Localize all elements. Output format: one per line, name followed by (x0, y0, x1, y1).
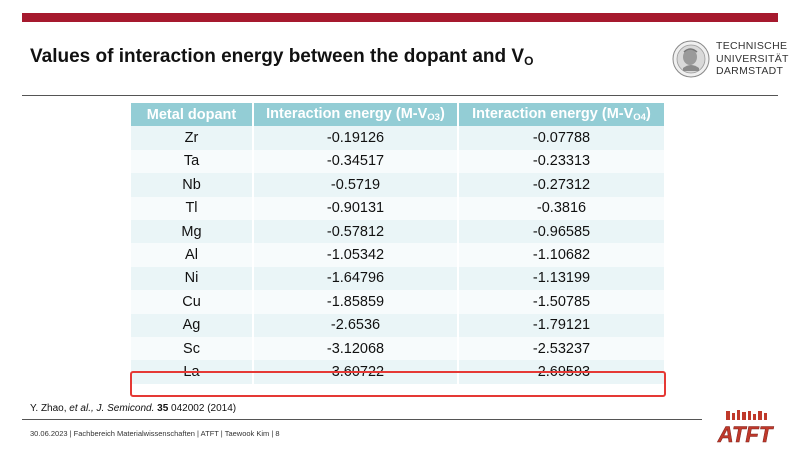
cell-energy-o3: -1.64796 (253, 266, 459, 291)
table-row: Sc -3.12068 -2.53237 (131, 336, 664, 361)
cell-dopant: Tl (131, 196, 254, 220)
footer-divider (22, 419, 702, 420)
cell-energy-o3: -0.90131 (253, 196, 459, 220)
header-energy-o4: Interaction energy (M-VO4) (458, 103, 664, 127)
highlight-box (130, 371, 666, 397)
table-row: Zr -0.19126 -0.07788 (131, 126, 664, 150)
cell-energy-o4: -0.3816 (458, 196, 664, 220)
cell-energy-o3: -0.34517 (253, 149, 459, 174)
cell-energy-o4: -1.13199 (458, 266, 664, 291)
top-accent-bar (22, 13, 778, 22)
cell-energy-o3: -0.19126 (253, 126, 459, 150)
cell-energy-o3: -0.57812 (253, 219, 459, 244)
tu-logo-text: TECHNISCHE UNIVERSITÄT DARMSTADT (716, 40, 789, 77)
citation: Y. Zhao, et al., J. Semicond. 35 042002 … (30, 403, 237, 414)
cell-dopant: Ta (131, 149, 254, 174)
cell-energy-o3: -1.85859 (253, 290, 459, 314)
cell-energy-o3: -2.6536 (253, 313, 459, 337)
cell-dopant: Al (131, 243, 254, 267)
cell-energy-o4: -1.79121 (458, 313, 664, 337)
table-row: Cu -1.85859 -1.50785 (131, 290, 664, 314)
cell-energy-o4: -0.23313 (458, 149, 664, 174)
tu-darmstadt-logo: TECHNISCHE UNIVERSITÄT DARMSTADT (672, 36, 789, 82)
cell-energy-o4: -1.50785 (458, 290, 664, 314)
table-row: Ag -2.6536 -1.79121 (131, 313, 664, 337)
cell-dopant: Ag (131, 313, 254, 337)
cell-dopant: Ni (131, 266, 254, 291)
cell-energy-o3: -0.5719 (253, 173, 459, 197)
footer-text: 30.06.2023 | Fachbereich Materialwissens… (30, 429, 280, 438)
title-divider (22, 95, 778, 96)
cell-dopant: Zr (131, 126, 254, 150)
cell-energy-o4: -2.53237 (458, 336, 664, 361)
cell-dopant: Sc (131, 336, 254, 361)
cell-energy-o4: -0.07788 (458, 126, 664, 150)
svg-text:ATFT: ATFT (717, 422, 774, 446)
header-energy-o3: Interaction energy (M-VO3) (253, 103, 459, 127)
cell-energy-o4: -1.10682 (458, 243, 664, 267)
cell-energy-o3: -3.12068 (253, 336, 459, 361)
cell-dopant: Nb (131, 173, 254, 197)
cell-energy-o4: -0.27312 (458, 173, 664, 197)
atft-logo: ATFT (716, 410, 774, 446)
cell-energy-o4: -0.96585 (458, 219, 664, 244)
table-row: Mg -0.57812 -0.96585 (131, 219, 664, 244)
cell-dopant: Mg (131, 219, 254, 244)
interaction-energy-table: Metal dopant Interaction energy (M-VO3) … (131, 103, 664, 384)
table-row: Tl -0.90131 -0.3816 (131, 196, 664, 220)
cell-energy-o3: -1.05342 (253, 243, 459, 267)
header-metal-dopant: Metal dopant (131, 103, 254, 127)
table-header-row: Metal dopant Interaction energy (M-VO3) … (131, 103, 664, 127)
cell-dopant: Cu (131, 290, 254, 314)
tu-seal-icon (672, 40, 710, 78)
table-row: Ta -0.34517 -0.23313 (131, 149, 664, 174)
table-row: Al -1.05342 -1.10682 (131, 243, 664, 267)
table-row: Nb -0.5719 -0.27312 (131, 173, 664, 197)
table-row: Ni -1.64796 -1.13199 (131, 266, 664, 291)
slide-title: Values of interaction energy between the… (30, 46, 534, 68)
